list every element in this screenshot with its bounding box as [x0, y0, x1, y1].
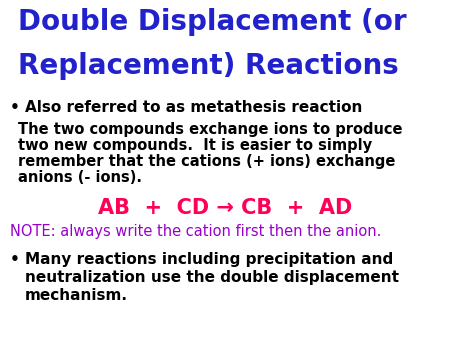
- Text: Many reactions including precipitation and: Many reactions including precipitation a…: [25, 252, 393, 267]
- Text: •: •: [10, 252, 20, 267]
- Text: anions (- ions).: anions (- ions).: [18, 170, 142, 185]
- Text: Double Displacement (or: Double Displacement (or: [18, 8, 407, 36]
- Text: Replacement) Reactions: Replacement) Reactions: [18, 52, 399, 80]
- Text: neutralization use the double displacement: neutralization use the double displaceme…: [25, 270, 399, 285]
- Text: mechanism.: mechanism.: [25, 288, 128, 303]
- Text: remember that the cations (+ ions) exchange: remember that the cations (+ ions) excha…: [18, 154, 396, 169]
- Text: two new compounds.  It is easier to simply: two new compounds. It is easier to simpl…: [18, 138, 372, 153]
- Text: The two compounds exchange ions to produce: The two compounds exchange ions to produ…: [18, 122, 402, 137]
- Text: •: •: [10, 100, 20, 115]
- Text: NOTE: always write the cation first then the anion.: NOTE: always write the cation first then…: [10, 224, 382, 239]
- Text: AB  +  CD → CB  +  AD: AB + CD → CB + AD: [98, 198, 352, 218]
- Text: Also referred to as metathesis reaction: Also referred to as metathesis reaction: [25, 100, 362, 115]
